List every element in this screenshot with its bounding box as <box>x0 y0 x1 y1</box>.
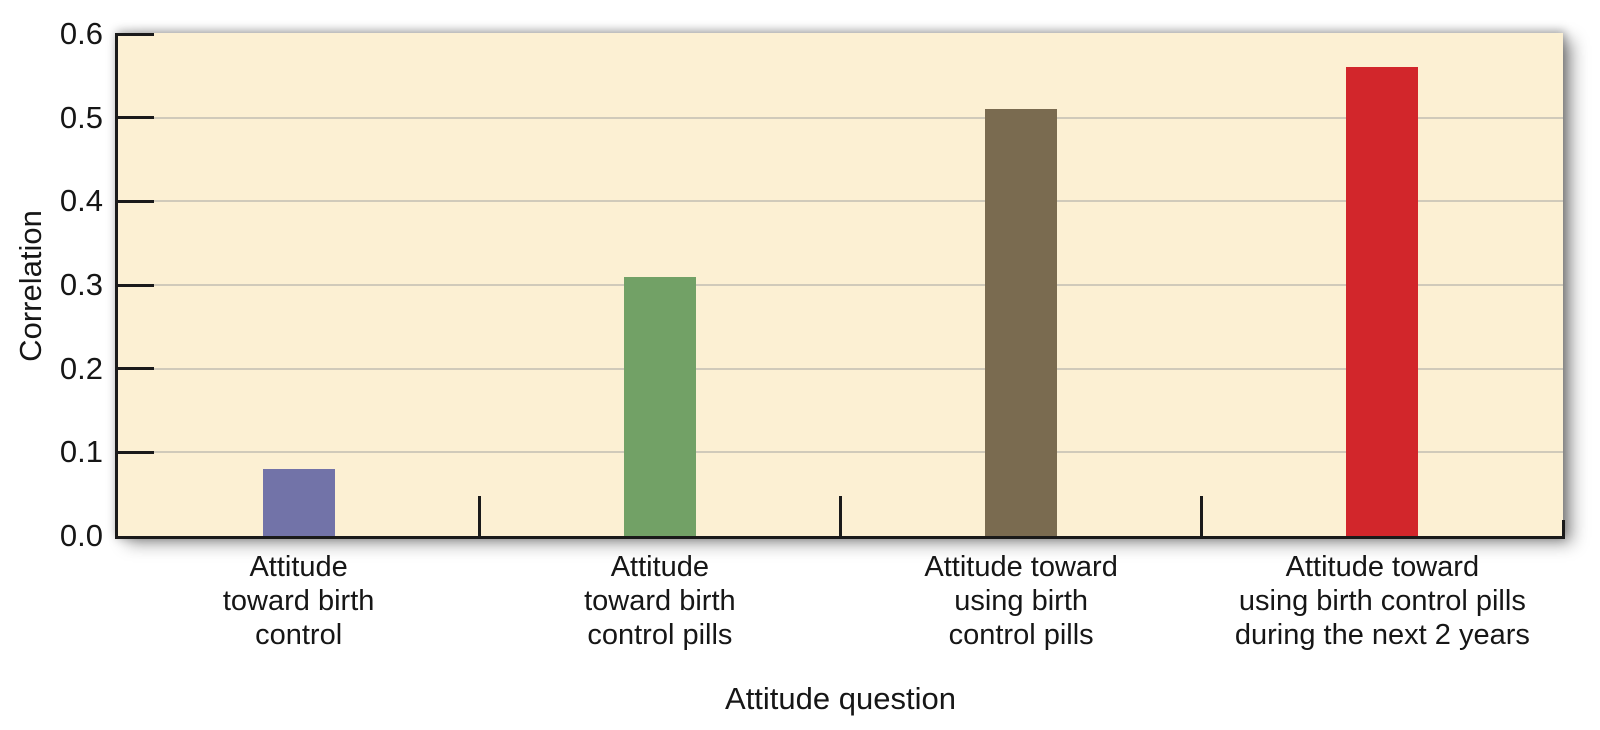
category-label-4: Attitude toward using birth control pills… <box>1192 550 1572 652</box>
y-tick-0.2 <box>118 367 154 371</box>
gridline-0.5 <box>118 116 1563 119</box>
category-label-line: control pills <box>587 619 733 651</box>
category-label-line: control <box>255 619 343 651</box>
category-label-line: Attitude toward <box>1285 551 1480 583</box>
y-tick-label-0.0: 0.0 <box>59 518 103 553</box>
y-tick-label-0.2: 0.2 <box>59 350 103 386</box>
y-tick-label-0.3: 0.3 <box>59 267 103 302</box>
x-axis-line <box>115 536 1565 539</box>
y-tick-label-0.6: 0.6 <box>59 16 103 51</box>
y-tick-0.4 <box>118 199 154 203</box>
category-label-1: Attitude toward birth control <box>109 550 489 652</box>
gridline-0.2 <box>118 367 1563 370</box>
x-axis-boundary-tick-1 <box>477 496 481 536</box>
y-tick-label-0.5: 0.5 <box>59 99 103 135</box>
bar-2 <box>623 276 696 536</box>
y-tick-0.6 <box>118 32 154 36</box>
y-tick-0.3 <box>118 283 154 287</box>
bar-4 <box>1346 67 1419 536</box>
category-label-line: during the next 2 years <box>1234 619 1530 651</box>
bar-3 <box>985 109 1058 536</box>
y-tick-0.1 <box>118 450 154 454</box>
category-label-line: control pills <box>948 619 1094 651</box>
category-label-line: Attitude <box>610 551 710 583</box>
gridline-0.3 <box>118 284 1563 286</box>
y-tick-label-0.1: 0.1 <box>59 434 103 470</box>
plot-area <box>118 33 1563 536</box>
category-label-3: Attitude toward using birth control pills <box>831 550 1211 652</box>
category-label-line: toward birth <box>222 585 375 617</box>
x-axis-boundary-tick-2 <box>839 496 842 536</box>
category-label-line: using birth <box>954 585 1089 617</box>
category-label-line: Attitude toward <box>924 551 1118 583</box>
x-axis-right-end-tick <box>1562 520 1565 536</box>
y-tick-0.5 <box>118 116 154 120</box>
gridline-0.4 <box>118 200 1563 203</box>
bar-1 <box>262 469 335 536</box>
category-label-line: Attitude <box>249 551 348 583</box>
y-tick-label-0.4: 0.4 <box>59 183 103 219</box>
x-axis-title: Attitude question <box>725 681 956 716</box>
y-axis-line <box>115 33 118 539</box>
category-label-2: Attitude toward birth control pills <box>470 550 850 652</box>
gridline-0.1 <box>118 451 1563 454</box>
category-label-line: using birth control pills <box>1238 585 1526 617</box>
category-label-line: toward birth <box>584 585 736 617</box>
x-axis-boundary-tick-3 <box>1200 496 1204 536</box>
